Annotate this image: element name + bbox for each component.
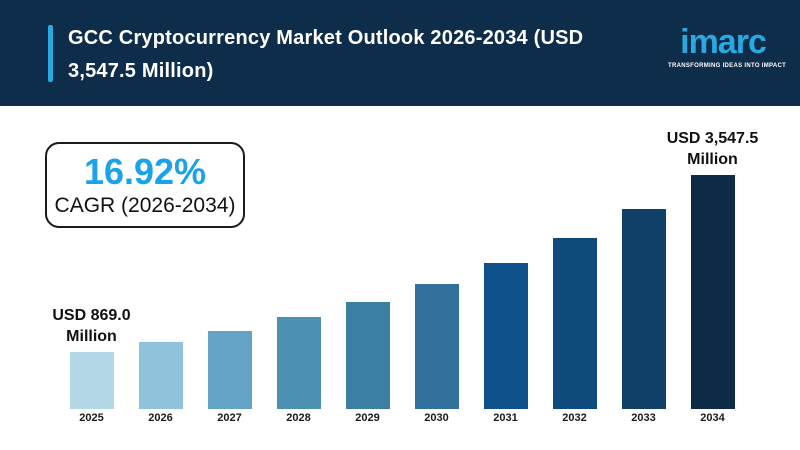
bar-2025 — [69, 352, 114, 409]
bar-column-2028: 2028 — [264, 129, 333, 424]
bar-value-label-2034: USD 3,547.5 Million — [666, 130, 759, 168]
header: GCC Cryptocurrency Market Outlook 2026-2… — [0, 0, 800, 106]
bar-column-2027: 2027 — [195, 129, 264, 424]
bar-2030 — [414, 284, 459, 409]
axis-label-2025: 2025 — [79, 412, 104, 424]
bar-column-2029: 2029 — [333, 129, 402, 424]
bar-2027 — [207, 331, 252, 409]
bar-column-2033: 2033 — [609, 129, 678, 424]
bar-2033 — [621, 209, 666, 409]
cagr-box: 16.92% CAGR (2026-2034) — [45, 142, 245, 228]
bar-2032 — [552, 238, 597, 409]
bar-2034 — [690, 175, 735, 409]
axis-label-2028: 2028 — [286, 412, 311, 424]
axis-label-2027: 2027 — [217, 412, 242, 424]
axis-label-2033: 2033 — [631, 412, 656, 424]
cagr-label: CAGR (2026-2034) — [54, 193, 236, 217]
bar-column-2025: USD 869.0 Million 2025 — [52, 129, 130, 424]
axis-label-2031: 2031 — [493, 412, 518, 424]
axis-label-2032: 2032 — [562, 412, 587, 424]
imarc-logo: imarc TRANSFORMING IDEAS INTO IMPACT — [668, 22, 787, 69]
bar-column-2031: 2031 — [471, 129, 540, 424]
bar-column-2030: 2030 — [402, 129, 471, 424]
bar-2031 — [483, 263, 528, 409]
axis-label-2029: 2029 — [355, 412, 380, 424]
bar-2026 — [138, 342, 183, 409]
bar-column-2034: USD 3,547.5 Million 2034 — [667, 129, 759, 424]
bar-column-2026: 2026 — [126, 129, 195, 424]
bar-2029 — [345, 302, 390, 409]
axis-label-2034: 2034 — [700, 412, 725, 424]
axis-label-2030: 2030 — [424, 412, 449, 424]
bar-column-2032: 2032 — [540, 129, 609, 424]
imarc-logo-tagline: TRANSFORMING IDEAS INTO IMPACT — [668, 63, 787, 69]
page-title-line-2: 3,547.5 Million) — [68, 60, 214, 82]
imarc-logo-text: imarc — [680, 23, 767, 61]
page-title-line-1: GCC Cryptocurrency Market Outlook 2026-2… — [68, 27, 584, 49]
page-title: GCC Cryptocurrency Market Outlook 2026-2… — [68, 22, 648, 88]
bar-chart: USD 869.0 Million 2025 2026 2027 2028 2029 2030… — [52, 129, 759, 424]
cagr-value: 16.92% — [83, 150, 207, 192]
bar-value-label-2025: USD 869.0 Million — [52, 307, 131, 345]
bar-2028 — [276, 317, 321, 409]
title-accent-bar — [48, 25, 53, 82]
axis-label-2026: 2026 — [148, 412, 173, 424]
